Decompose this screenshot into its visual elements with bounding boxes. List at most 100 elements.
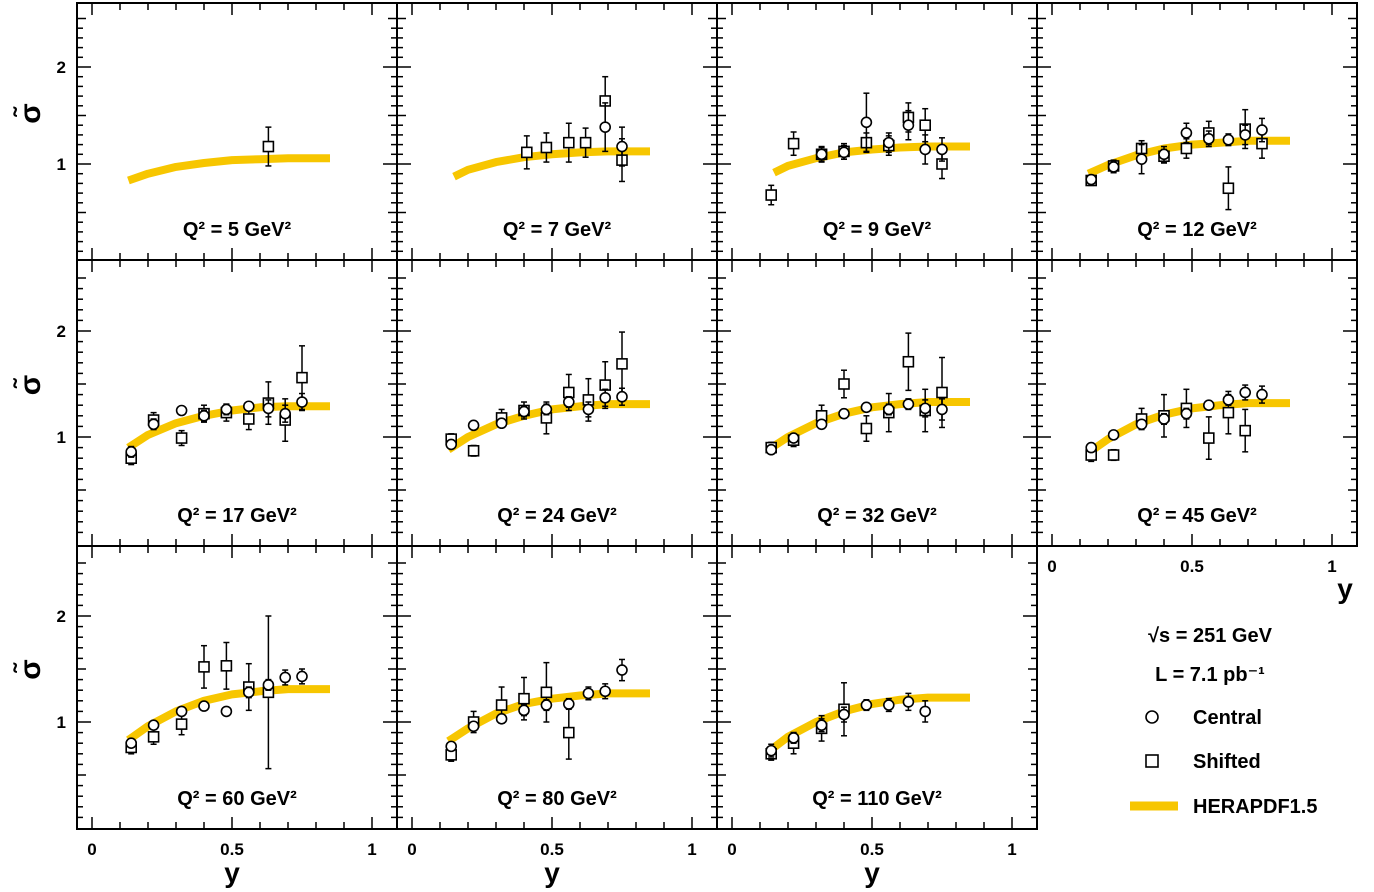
herapdf-band	[126, 402, 330, 451]
shifted-point	[262, 140, 275, 153]
shifted-point	[540, 686, 553, 699]
central-point	[1203, 132, 1215, 145]
shifted-point	[520, 146, 533, 159]
lumi-label: L = 7.1 pb⁻¹	[1155, 664, 1265, 686]
central-point	[599, 391, 612, 404]
central-point	[882, 699, 895, 711]
central-point	[882, 136, 895, 149]
central-point	[1158, 148, 1170, 161]
q2-label: Q² = 80 GeV²	[497, 788, 617, 810]
shifted-point	[616, 358, 628, 370]
q2-label: Q² = 60 GeV²	[177, 788, 297, 810]
y-tick-label: 2	[57, 322, 66, 341]
y-tick-label: 1	[57, 428, 66, 447]
central-point	[838, 146, 850, 159]
shifted-point	[936, 386, 948, 399]
central-point	[495, 713, 508, 725]
central-point	[1085, 441, 1097, 454]
central-point	[198, 409, 210, 422]
q2-label: Q² = 17 GeV²	[177, 505, 297, 527]
x-tick-label: 1	[367, 840, 376, 859]
central-point	[1256, 388, 1268, 401]
panel-10: Q² = 80 GeV²	[396, 545, 718, 830]
central-point	[582, 687, 595, 700]
central-point	[243, 400, 255, 413]
central-point	[1239, 386, 1251, 399]
shifted-point	[518, 692, 530, 705]
central-point	[616, 140, 628, 153]
shifted-point	[1222, 182, 1235, 195]
central-point	[582, 403, 595, 416]
central-point	[1107, 161, 1120, 173]
x-axis-title: y	[1337, 573, 1353, 604]
central-point	[467, 720, 480, 733]
panel-6: Q² = 24 GeV²	[396, 259, 718, 547]
shifted-point	[902, 355, 915, 368]
x-axis-labels: 0 0.5 1y0 0.5 1y0 0.5 1y0 0.5 1y	[87, 557, 1353, 888]
x-tick-label: 0	[1047, 557, 1056, 576]
q2-label: Q² = 12 GeV²	[1137, 219, 1257, 241]
shifted-point	[147, 731, 160, 743]
central-point	[1222, 394, 1235, 406]
shifted-point	[296, 371, 308, 384]
panel-4: Q² = 12 GeV²	[1036, 2, 1358, 261]
shifted-point	[1180, 142, 1193, 155]
panel-frame	[76, 545, 398, 830]
herapdf-band	[446, 400, 650, 454]
central-point	[860, 401, 873, 414]
central-point	[279, 671, 292, 684]
central-point	[765, 744, 778, 757]
shifted-point	[243, 413, 255, 425]
q2-label: Q² = 7 GeV²	[503, 219, 612, 241]
central-point	[902, 398, 915, 410]
central-point	[1256, 124, 1268, 136]
central-point	[125, 737, 137, 750]
panel-frame	[396, 545, 718, 830]
shifted-point	[562, 136, 575, 149]
central-point	[1239, 129, 1251, 141]
shifted-point	[1107, 449, 1120, 461]
y-tick-label: 1	[57, 155, 66, 174]
x-axis-title: y	[224, 857, 240, 888]
central-point	[765, 443, 778, 456]
panel-frame	[716, 545, 1038, 830]
shifted-point	[540, 141, 553, 154]
central-point	[518, 405, 530, 418]
central-point	[445, 740, 458, 753]
q2-label: Q² = 5 GeV²	[183, 219, 292, 241]
panels: Q² = 5 GeV² Q² = 7 GeV² Q² = 9 GeV² Q² = 12…	[76, 2, 1358, 830]
x-axis-title: y	[864, 857, 880, 888]
central-point	[838, 407, 850, 420]
shifted-point	[1239, 424, 1251, 437]
central-point	[815, 719, 828, 731]
panel-3: Q² = 9 GeV²	[716, 2, 1038, 261]
central-point	[279, 407, 292, 420]
central-point	[616, 390, 628, 403]
x-tick-label: 0	[87, 840, 96, 859]
y-tick-label: 2	[57, 607, 66, 626]
shifted-point	[579, 136, 592, 149]
central-point	[518, 704, 530, 717]
central-point	[882, 403, 895, 416]
x-tick-label: 0	[407, 840, 416, 859]
central-point	[147, 418, 160, 431]
x-tick-label: 0.5	[220, 840, 244, 859]
central-point	[919, 402, 932, 415]
legend-central-label: Central	[1193, 707, 1262, 729]
central-point	[125, 446, 137, 458]
x-tick-label: 0.5	[540, 840, 564, 859]
central-point	[787, 732, 800, 744]
central-point	[815, 148, 828, 161]
legend-central-marker	[1145, 710, 1159, 724]
q2-label: Q² = 9 GeV²	[823, 219, 932, 241]
central-point	[860, 699, 873, 711]
central-point	[902, 696, 915, 708]
legend-shifted-marker	[1145, 754, 1159, 768]
x-tick-label: 1	[1327, 557, 1336, 576]
x-tick-label: 0.5	[1180, 557, 1204, 576]
central-point	[1135, 418, 1148, 431]
shifted-point	[1222, 406, 1235, 419]
central-point	[936, 143, 948, 156]
central-point	[1203, 399, 1215, 412]
